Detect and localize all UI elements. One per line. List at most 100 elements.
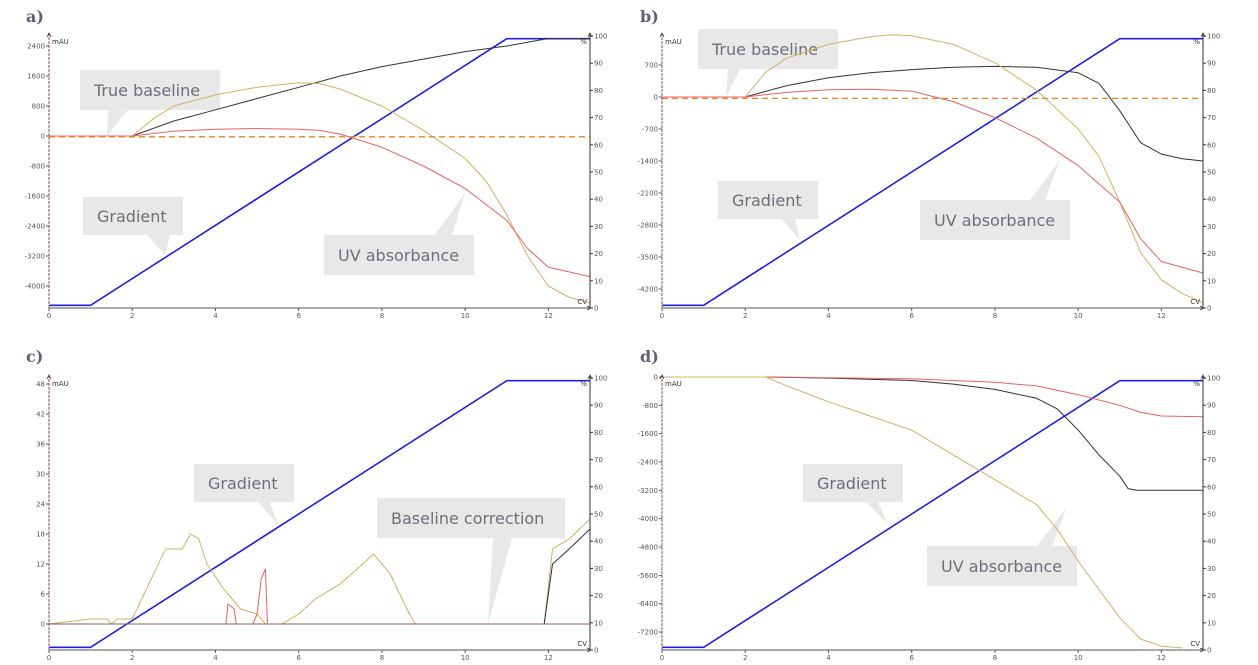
right-tick-label: 50 <box>1207 169 1216 177</box>
left-tick-label: -1600 <box>25 193 45 201</box>
x-tick-label: 10 <box>461 312 470 320</box>
left-tick-label: 0 <box>41 133 45 141</box>
left-tick-label: 800 <box>32 103 45 111</box>
series-uv-trace-red <box>662 88 1204 274</box>
callout-uv-absorbance: UV absorbance <box>920 160 1070 240</box>
x-tick-label: 6 <box>296 312 301 320</box>
right-tick-label: 70 <box>594 456 603 464</box>
left-tick-label: 1600 <box>27 73 45 81</box>
left-tick-label: 0 <box>41 621 45 629</box>
left-tick-label: -1400 <box>638 158 658 166</box>
x-tick-label: 6 <box>909 654 914 662</box>
right-tick-label: 90 <box>1207 402 1216 410</box>
panel-label: d) <box>640 347 659 366</box>
right-tick-label: 20 <box>594 592 603 600</box>
left-tick-label: -4000 <box>25 283 45 291</box>
right-tick-label: 60 <box>1207 483 1216 491</box>
left-unit-label: mAU <box>665 38 682 46</box>
x-tick-label: 8 <box>993 654 997 662</box>
right-tick-label: 40 <box>1207 538 1216 546</box>
callout-gradient: Gradient <box>803 464 903 524</box>
left-unit-label: mAU <box>52 38 69 46</box>
series-uv-trace-red <box>49 128 591 278</box>
x-tick-label: 4 <box>213 312 218 320</box>
callout-label: Gradient <box>817 474 887 493</box>
callout-true-baseline: True baseline <box>80 70 220 136</box>
axes: 0 2 4 6 8 10 127000-700-1400-2100-2800-3500-42… <box>638 32 1220 320</box>
right-unit-label: % <box>1193 38 1200 46</box>
left-tick-label: -1600 <box>638 430 658 438</box>
callout-label: UV absorbance <box>934 211 1055 230</box>
callout-label: Gradient <box>732 191 802 210</box>
x-tick-label: 2 <box>130 312 134 320</box>
axes: 0 2 4 6 8 10 12 0 -800 -1600 -2400 -3200 -4000 -4800 -… <box>638 374 1221 663</box>
right-tick-label: 100 <box>1207 33 1220 41</box>
x-tick-label: 2 <box>743 312 747 320</box>
right-tick-label: 20 <box>594 250 603 258</box>
series-gradient-b <box>662 37 1203 307</box>
left-tick-label: 6 <box>41 591 46 599</box>
series-uv-trace-red <box>662 376 1204 418</box>
right-tick-label: 30 <box>1207 565 1216 573</box>
right-tick-label: 80 <box>594 429 603 437</box>
left-tick-label: 18 <box>36 531 45 539</box>
right-tick-label: 60 <box>594 141 603 149</box>
left-tick-label: -3500 <box>638 254 658 262</box>
right-tick-label: 10 <box>594 277 603 285</box>
right-tick-label: 100 <box>594 375 607 383</box>
left-tick-label: -3200 <box>638 487 658 495</box>
right-tick-label: 100 <box>1207 375 1220 383</box>
series-uv-trace-tan <box>49 82 591 304</box>
right-tick-label: 10 <box>1207 619 1216 627</box>
right-tick-label: 20 <box>1207 592 1216 600</box>
right-tick-label: 90 <box>594 60 603 68</box>
left-tick-label: -4000 <box>638 515 658 523</box>
left-tick-label: -4200 <box>638 286 658 294</box>
left-tick-label: -2400 <box>638 459 658 467</box>
series-uv-trace-tan <box>662 34 1204 304</box>
panel-d: d) Gradient UV absorbance 0 2 4 6 8 10 12 0 -800 -… <box>638 347 1221 662</box>
callout-baseline-correction: Baseline correction <box>377 498 565 624</box>
x-tick-label: 0 <box>660 312 664 320</box>
right-tick-label: 20 <box>1207 250 1216 258</box>
left-tick-label: 0 <box>654 374 658 382</box>
x-tick-label: 8 <box>380 312 384 320</box>
right-unit-label: % <box>580 380 587 388</box>
x-tick-label: 0 <box>47 312 51 320</box>
x-tick-label: 10 <box>1074 654 1083 662</box>
x-unit-label: CV <box>577 640 587 648</box>
callout-uv-absorbance: UV absorbance <box>927 507 1077 586</box>
callout-true-baseline: True baseline <box>698 29 838 97</box>
callout-label: True baseline <box>93 81 200 100</box>
left-tick-label: 48 <box>36 381 45 389</box>
series-uv-trace-black <box>49 38 590 137</box>
callout-label: True baseline <box>711 40 818 59</box>
right-tick-label: 90 <box>1207 60 1216 68</box>
right-tick-label: 50 <box>1207 511 1216 519</box>
x-unit-label: CV <box>577 298 587 306</box>
callout-label: Gradient <box>97 207 167 226</box>
panel-label: c) <box>26 347 43 366</box>
left-tick-label: -6400 <box>638 600 658 608</box>
x-tick-label: 4 <box>826 654 831 662</box>
right-tick-label: 30 <box>594 565 603 573</box>
x-tick-label: 12 <box>544 312 553 320</box>
left-tick-label: -5600 <box>638 572 658 580</box>
left-tick-label: -700 <box>642 126 658 134</box>
left-tick-label: -800 <box>29 163 45 171</box>
callout-label: Gradient <box>208 474 278 493</box>
right-tick-label: 0 <box>594 647 598 655</box>
left-axis-arrow-icon <box>659 374 665 380</box>
right-tick-label: 70 <box>1207 114 1216 122</box>
right-tick-label: 50 <box>594 511 603 519</box>
x-tick-label: 0 <box>47 654 51 662</box>
right-tick-label: 90 <box>594 402 603 410</box>
right-tick-label: 40 <box>594 538 603 546</box>
axes: 0 2 4 6 8 10 12240016008000-800-1600-2400-3200… <box>25 32 607 320</box>
x-tick-label: 12 <box>1157 654 1166 662</box>
series-gradient-b <box>662 379 1203 649</box>
x-tick-label: 6 <box>296 654 301 662</box>
right-tick-label: 40 <box>594 196 603 204</box>
